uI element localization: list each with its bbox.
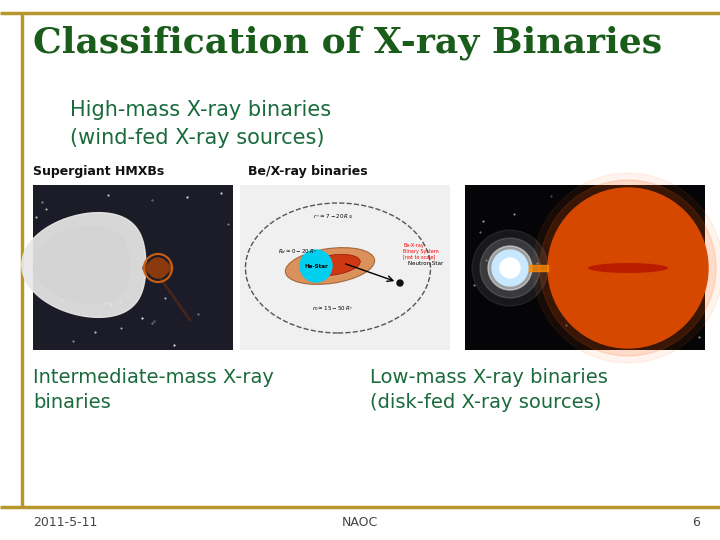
Circle shape [540, 180, 716, 356]
Circle shape [148, 258, 168, 278]
Text: High-mass X-ray binaries
(wind-fed X-ray sources): High-mass X-ray binaries (wind-fed X-ray… [70, 100, 331, 148]
Ellipse shape [306, 254, 360, 275]
Text: Intermediate-mass X-ray
binaries: Intermediate-mass X-ray binaries [33, 368, 274, 412]
Circle shape [500, 258, 520, 278]
Circle shape [397, 280, 403, 286]
Text: Be/X-ray binaries: Be/X-ray binaries [248, 165, 368, 179]
Text: $R_d \approx 0-20\,R_*$: $R_d \approx 0-20\,R_*$ [278, 247, 318, 256]
Text: He-Star: He-Star [304, 264, 328, 268]
Polygon shape [33, 227, 130, 303]
Text: 6: 6 [692, 516, 700, 529]
Text: Low-mass X-ray binaries
(disk-fed X-ray sources): Low-mass X-ray binaries (disk-fed X-ray … [370, 368, 608, 412]
Text: $r_0 \approx 15-50\,R_*$: $r_0 \approx 15-50\,R_*$ [312, 304, 354, 313]
Ellipse shape [143, 261, 173, 275]
Circle shape [480, 238, 540, 298]
Circle shape [533, 173, 720, 363]
Text: 2011-5-11: 2011-5-11 [33, 516, 97, 529]
Circle shape [300, 250, 332, 282]
Ellipse shape [588, 263, 668, 273]
Ellipse shape [285, 247, 374, 285]
Text: Neutron Star: Neutron Star [408, 261, 444, 266]
Circle shape [548, 188, 708, 348]
Text: Be-X-ray
Binary System
[not to scale]: Be-X-ray Binary System [not to scale] [403, 243, 438, 260]
Bar [465, 185, 705, 350]
Text: Supergiant HMXBs: Supergiant HMXBs [33, 165, 164, 179]
Polygon shape [22, 213, 146, 318]
Text: Classification of X-ray Binaries: Classification of X-ray Binaries [33, 26, 662, 60]
Circle shape [492, 250, 528, 286]
Bar [33, 185, 233, 350]
Circle shape [472, 230, 548, 306]
Text: $r_* \approx 7-20\,R_\odot$: $r_* \approx 7-20\,R_\odot$ [313, 212, 353, 221]
Text: NAOC: NAOC [342, 516, 378, 529]
Circle shape [488, 246, 532, 290]
Bar [240, 185, 450, 350]
